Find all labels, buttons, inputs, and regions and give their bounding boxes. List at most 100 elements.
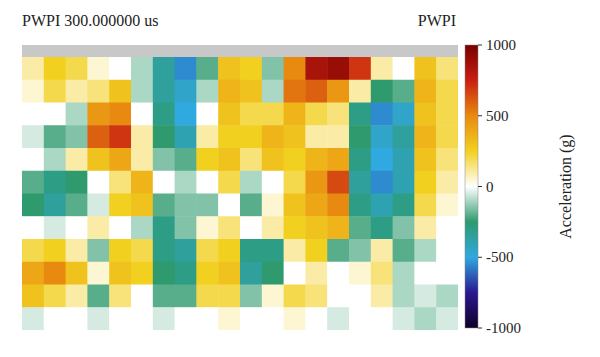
cell [284, 171, 306, 194]
cell [327, 57, 349, 80]
cell [284, 216, 306, 239]
colorbar-tick [478, 115, 482, 116]
cell [371, 239, 393, 262]
cell [436, 103, 458, 126]
cell [349, 262, 371, 285]
cell [153, 194, 175, 217]
cell [436, 125, 458, 148]
cell [131, 171, 153, 194]
cell [284, 307, 306, 330]
cell [131, 148, 153, 171]
cell [218, 262, 240, 285]
cell [22, 307, 44, 330]
cell [44, 307, 66, 330]
cell [109, 285, 131, 308]
cell [262, 285, 284, 308]
header-bar [22, 45, 458, 57]
cell [327, 125, 349, 148]
cell [305, 239, 327, 262]
cell [371, 262, 393, 285]
cell [414, 194, 436, 217]
cell [44, 57, 66, 80]
cell [240, 262, 262, 285]
cell [240, 57, 262, 80]
cell [196, 171, 218, 194]
cell [305, 285, 327, 308]
cell [66, 171, 88, 194]
cell [284, 194, 306, 217]
subtitle: PWPI [418, 12, 456, 29]
cell [44, 148, 66, 171]
cell [87, 216, 109, 239]
chart: PWPI 300.000000 usPWPI-1000-50005001000A… [0, 0, 600, 357]
cell [218, 307, 240, 330]
cell [196, 239, 218, 262]
colorbar-tick [478, 45, 482, 46]
cell [349, 148, 371, 171]
cell [131, 239, 153, 262]
cell [109, 239, 131, 262]
cell [87, 125, 109, 148]
cell [414, 80, 436, 103]
cell [284, 125, 306, 148]
cell [66, 216, 88, 239]
cell [414, 57, 436, 80]
cell [109, 194, 131, 217]
cell [44, 239, 66, 262]
cell [218, 103, 240, 126]
cell [131, 80, 153, 103]
cell [175, 57, 197, 80]
cell [131, 307, 153, 330]
cell [349, 171, 371, 194]
cell [240, 285, 262, 308]
cell [327, 80, 349, 103]
cell [175, 80, 197, 103]
cells [22, 57, 458, 330]
cell [371, 148, 393, 171]
colorbar [465, 45, 478, 328]
cell [22, 171, 44, 194]
cell [131, 262, 153, 285]
cell [66, 194, 88, 217]
cell [66, 103, 88, 126]
cell [284, 148, 306, 171]
cell [284, 262, 306, 285]
cell [414, 262, 436, 285]
cell [414, 239, 436, 262]
cell [349, 285, 371, 308]
cell [262, 57, 284, 80]
cell [262, 148, 284, 171]
cell [175, 262, 197, 285]
cell [327, 216, 349, 239]
cell [327, 239, 349, 262]
cell [284, 80, 306, 103]
colorbar-tick-label: 500 [486, 108, 509, 124]
cell [196, 216, 218, 239]
cell [262, 262, 284, 285]
cell [284, 285, 306, 308]
cell [371, 125, 393, 148]
cell [284, 57, 306, 80]
cell [436, 57, 458, 80]
cell [305, 148, 327, 171]
cell [66, 307, 88, 330]
cell [218, 125, 240, 148]
cell [153, 216, 175, 239]
cell [349, 194, 371, 217]
cell [371, 103, 393, 126]
cell [436, 239, 458, 262]
cell [349, 307, 371, 330]
cell [436, 307, 458, 330]
cell [87, 148, 109, 171]
cell [44, 125, 66, 148]
cell [240, 239, 262, 262]
cell [87, 307, 109, 330]
cell [218, 80, 240, 103]
cell [175, 239, 197, 262]
cell [371, 57, 393, 80]
cell [371, 285, 393, 308]
cell [109, 80, 131, 103]
cell [66, 262, 88, 285]
cell [87, 171, 109, 194]
cell [153, 262, 175, 285]
